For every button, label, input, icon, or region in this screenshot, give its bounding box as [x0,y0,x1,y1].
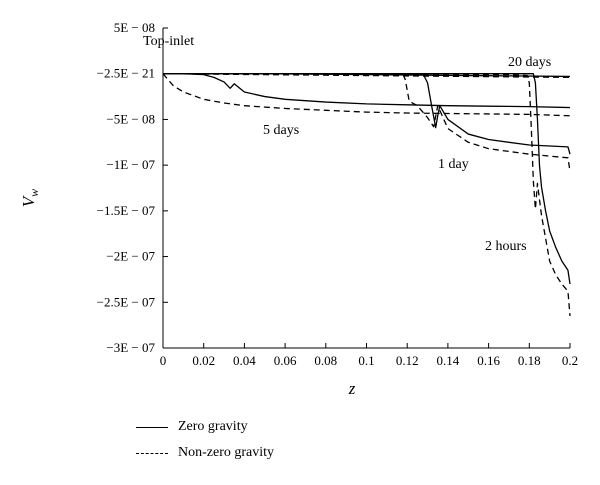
annotation-5-days: 5 days [263,123,299,138]
legend: Zero gravity Non-zero gravity [136,414,274,466]
x-tick-label: 0.2 [562,353,578,368]
x-axis-title: z [348,379,356,398]
x-tick-label: 0.02 [192,353,215,368]
x-tick-label: 0.08 [314,353,337,368]
line-chart: 0 0.02 0.04 0.06 0.08 0.1 0.12 0.14 0.16 0.18 0.2 5… [19,20,578,398]
x-tick-label: 0.18 [518,353,541,368]
y-tick-label: −1.5E − 07 [97,203,156,218]
legend-label-zero-gravity: Zero gravity [178,419,248,434]
x-tick-label: 0.14 [437,353,460,368]
annotation-20-days: 20 days [508,55,551,70]
axes-frame: 0 0.02 0.04 0.06 0.08 0.1 0.12 0.14 0.16 0.18 0.2 5… [97,20,578,368]
annotation-2-hours: 2 hours [485,239,527,254]
x-tick-label: 0 [160,353,167,368]
legend-item-non-zero-gravity: Non-zero gravity [136,440,274,466]
series-line-zero-gravity-2-hours [163,73,571,285]
x-tick-label: 0.16 [477,353,500,368]
y-axis-title: Vw [19,189,41,207]
legend-item-zero-gravity: Zero gravity [136,414,274,440]
legend-swatch-dashed [136,452,168,454]
y-tick-label: −1E − 07 [106,157,155,172]
x-tick-label: 0.1 [358,353,374,368]
annotation-1-day: 1 day [438,157,469,172]
y-tick-label: −2E − 07 [106,249,155,264]
x-tick-label: 0.04 [233,353,256,368]
series-lines [162,73,571,317]
y-tick-label: −5E − 08 [106,111,155,126]
y-axis-title-subscript: w [27,189,41,197]
series-line-non-zero-gravity-5-days [162,73,571,117]
y-tick-label: −2.5E − 07 [97,294,156,309]
y-tick-label: −2.5E − 21 [97,66,155,81]
series-line-zero-gravity-5-days [163,73,571,109]
y-tick-label: 5E − 08 [114,20,155,35]
series-line-non-zero-gravity-2-hours [163,73,571,317]
legend-label-non-zero-gravity: Non-zero gravity [178,445,275,460]
x-tick-label: 0.06 [274,353,297,368]
x-tick-label: 0.12 [396,353,419,368]
legend-swatch-solid [136,426,168,428]
series-line-non-zero-gravity-1-day [163,73,571,172]
annotation-top-inlet: Top-inlet [143,34,194,49]
series-line-non-zero-gravity-20-days [162,73,571,79]
y-tick-label: −3E − 07 [106,340,155,355]
